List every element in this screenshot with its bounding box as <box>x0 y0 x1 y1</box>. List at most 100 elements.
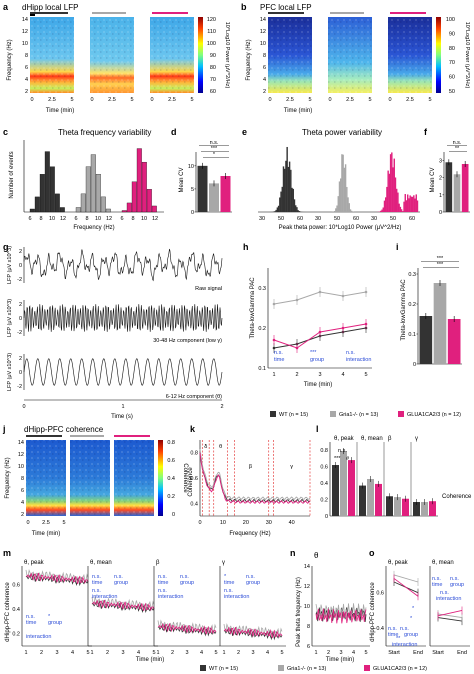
panel-e-tail-32 <box>413 195 415 212</box>
panel-label-m: m <box>3 548 11 558</box>
panel-f-stat-0: n.s. <box>453 140 462 146</box>
panel-m-stat-3-2: n.s. <box>224 588 233 594</box>
panel-n-ytick-2: 10 <box>304 604 310 610</box>
panel-m-line-1-1 <box>91 595 155 609</box>
panel-i-stat-0: *** <box>437 256 444 262</box>
panel-a-xtick-0-0: 0 <box>30 97 33 103</box>
panel-l-bar-0-0 <box>332 465 339 516</box>
panel-a-marker-wt <box>30 12 68 14</box>
panel-c-histograms <box>29 148 157 213</box>
panel-a-xtick-2-2: 5 <box>190 97 193 103</box>
panel-h-xtick-3: 4 <box>341 372 344 378</box>
panel-e-bin-2-20 <box>398 203 400 212</box>
panel-c-xtick-0-2: 10 <box>49 216 55 222</box>
panel-m-xtick-0-4: 5 <box>86 650 89 656</box>
panel-o-statlabel-time: time <box>388 632 398 638</box>
panel-o-line-1-0 <box>437 617 463 622</box>
panel-j-ctick-4: 0 <box>172 512 175 518</box>
panel-o-xtick-0-0: Start <box>388 650 400 656</box>
panel-e-bin-2-6 <box>381 209 383 212</box>
panel-k-band-3: γ <box>290 464 293 470</box>
panel-e-bin-0-13 <box>277 205 280 212</box>
panel-m-xtick-0-1: 2 <box>40 650 43 656</box>
panel-e-bin-1-26 <box>349 209 352 212</box>
panel-m-subtitle-1: θ, mean <box>90 560 112 566</box>
panel-m-stat-3-0: * <box>224 574 227 580</box>
panel-j-colorbar-ticks: 0.8 0.6 0.4 0.2 0 <box>167 440 175 518</box>
panel-j-marker-glua <box>114 435 150 437</box>
panel-g-ytick-2-1: 0 <box>19 370 22 376</box>
panel-b-xtick-0-1: 2.5 <box>286 97 294 103</box>
legend-top: WT (n = 15) Gria1-/- (n = 13) GLUA1CA2/3 (… <box>270 411 461 418</box>
panel-c-bin-2-1 <box>126 202 132 213</box>
panel-b-marker-gria <box>330 12 364 14</box>
legend-top-swatch-1 <box>330 411 336 417</box>
panel-e-bin-0-14 <box>279 197 281 212</box>
panel-b-colorbar-ticks: 100 90 80 70 60 50 <box>446 17 455 95</box>
panel-h-xtick-1: 2 <box>295 372 298 378</box>
panel-j-colorbar <box>158 440 163 516</box>
panel-k-xtick-1: 10 <box>220 520 226 526</box>
panel-l-bar-1-1 <box>367 479 374 516</box>
panel-g-trace-0 <box>23 248 223 282</box>
panel-n-xtick-1: 2 <box>327 650 330 656</box>
panel-a-xtick-2-1: 2.5 <box>168 97 176 103</box>
panel-e-tail-29 <box>409 195 411 212</box>
panel-m-line-3-0 <box>223 627 283 641</box>
panel-b-marker-glua <box>390 12 426 14</box>
panel-o-line-1-2 <box>437 610 463 617</box>
panel-g-trace-1 <box>23 304 223 332</box>
panel-e-tail-25 <box>404 194 406 212</box>
panel-c-bin-1-1 <box>80 193 86 213</box>
panel-i-ylabel: Theta-lowGamma PAC <box>401 279 407 341</box>
panel-b-ytick-2: 10 <box>260 41 266 47</box>
panel-e-bin-2-16 <box>393 158 395 212</box>
panel-a-xtick-1-2: 5 <box>130 97 133 103</box>
panel-k-ytick-0: 0.4 <box>190 501 198 507</box>
panel-m-statlabel-3-0: time <box>224 580 234 586</box>
panel-e-bin-2-10 <box>386 186 388 212</box>
panel-g-trace-label-raw: Raw signal <box>195 286 222 292</box>
panel-e-bin-0-20 <box>286 146 288 212</box>
panel-l-stat-0: *** <box>334 456 341 462</box>
panel-k-band-2: β <box>249 464 252 470</box>
panel-label-b: b <box>241 2 247 12</box>
panel-e-bin-1-19 <box>341 154 343 212</box>
panel-m-statlabel-0-2: interaction <box>26 634 51 640</box>
panel-k-xlabel: Frequency (Hz) <box>229 531 270 537</box>
panel-b-texture-wt <box>268 17 312 93</box>
panel-g-ytick-1-0: 2 <box>19 302 22 308</box>
panel-c-bin-0-6 <box>59 207 65 213</box>
panel-a-ctick-0: 120 <box>207 17 216 23</box>
panel-g-xtick-0: 0 <box>22 404 25 410</box>
panel-e-bin-0-27 <box>295 205 297 212</box>
panel-c-xtick-1-2: 10 <box>95 216 101 222</box>
panel-l-bar-3-2 <box>429 501 436 516</box>
panel-m-stat-1-1: n.s. <box>114 574 123 580</box>
panel-e-bin-1-21 <box>343 167 346 212</box>
panel-o-statlabel-time-2: time <box>432 582 442 588</box>
panel-f-ylabel: Mean CV <box>430 167 436 192</box>
panel-l-group-3: γ <box>415 436 418 442</box>
panel-e-bin-2-5 <box>380 210 382 212</box>
panel-a-ytick-2: 10 <box>22 41 28 47</box>
panel-e-bin-2-18 <box>396 188 398 212</box>
legend-bottom-label-1: Gria1-/- (n = 13) <box>287 666 326 672</box>
panel-n-ytick-3: 12 <box>304 584 310 590</box>
panel-a-xticks: 0 2.5 5 0 2.5 5 0 2.5 5 <box>30 97 193 103</box>
panel-label-k: k <box>190 424 196 434</box>
panel-e-bin-0-11 <box>275 209 277 212</box>
panel-a-ctick-1: 110 <box>207 29 216 35</box>
panel-l-bar-2-1 <box>394 497 401 516</box>
panel-c-bin-2-4 <box>141 161 147 213</box>
panel-l-bar-1-2 <box>375 483 382 516</box>
panel-d-ytick-1: 5 <box>191 187 194 193</box>
panel-j-ctick-2: 0.4 <box>167 476 175 482</box>
panel-h-ylabel: Theta-lowGamma PAC <box>250 277 256 339</box>
panel-l-bar-2-0 <box>386 496 393 516</box>
panel-e-bin-1-17 <box>338 181 341 212</box>
panel-e-bin-2-21 <box>399 206 402 212</box>
panel-o-statlabel-interaction-2: interaction <box>436 596 461 602</box>
panel-e-bin-2-17 <box>394 177 397 212</box>
